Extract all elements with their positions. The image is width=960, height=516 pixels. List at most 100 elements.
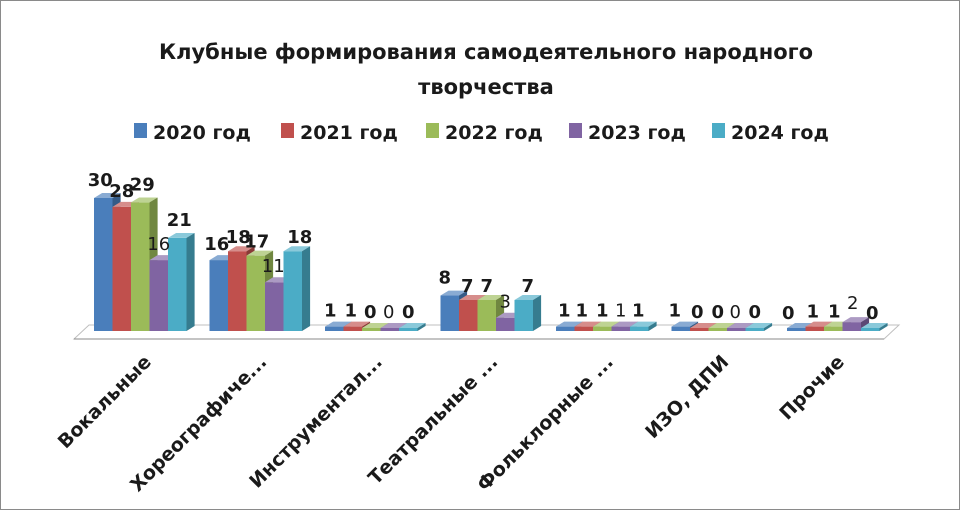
bar-front <box>362 328 381 331</box>
bar-top <box>727 323 754 328</box>
bar-front <box>727 328 746 331</box>
bar-top <box>556 321 583 327</box>
bar-top <box>440 290 468 296</box>
bar-front <box>787 328 806 331</box>
data-label: 0 <box>730 302 741 323</box>
data-label: 0 <box>711 302 724 323</box>
bar-front <box>805 326 824 331</box>
bars <box>94 193 888 331</box>
bar-top <box>228 246 255 252</box>
category-label: Театральные ... <box>364 351 502 489</box>
bar <box>514 295 542 331</box>
data-label: 7 <box>461 276 474 297</box>
bar-side <box>302 246 311 331</box>
bar-top <box>514 295 542 300</box>
chart-title-line1: Клубные формирования самодеятельного нар… <box>159 40 813 64</box>
bar-side <box>417 323 426 331</box>
legend-label: 2020 год <box>153 122 251 144</box>
category-label: Вокальные <box>54 351 156 453</box>
bar-top <box>362 323 389 328</box>
bar-top <box>168 232 195 238</box>
legend-label: 2022 год <box>445 122 543 144</box>
data-label: 0 <box>748 302 761 323</box>
data-label: 1 <box>632 301 645 322</box>
data-label: 21 <box>167 210 192 231</box>
bar-front <box>574 326 593 331</box>
bar-top <box>399 323 426 328</box>
data-label: 17 <box>244 232 269 253</box>
legend-swatch <box>712 123 725 138</box>
data-label: 1 <box>344 301 357 322</box>
bar-front <box>671 326 690 331</box>
legend-swatch <box>281 123 294 138</box>
bar-top <box>861 323 888 328</box>
bar-top <box>380 323 408 328</box>
bar-front <box>556 326 575 331</box>
bar-top <box>708 323 736 328</box>
data-label: 1 <box>575 301 588 322</box>
bar-top <box>842 317 870 323</box>
legend-swatch <box>426 123 439 138</box>
bar-top <box>283 246 311 252</box>
bar-top <box>574 321 602 327</box>
data-label: 1 <box>806 302 819 323</box>
data-label: 3 <box>500 292 511 313</box>
bar-front <box>459 299 478 331</box>
bar-front <box>228 251 247 331</box>
category-label: ИЗО, ДПИ <box>641 351 733 443</box>
data-label: 18 <box>226 227 251 248</box>
data-label: 1 <box>828 302 841 323</box>
data-label: 0 <box>364 302 377 323</box>
legend-label: 2021 год <box>300 122 398 144</box>
bar-top <box>325 321 352 327</box>
data-label: 0 <box>402 302 415 323</box>
bar-front <box>861 328 880 331</box>
data-label: 1 <box>558 301 571 322</box>
bar-front <box>611 326 630 331</box>
bar-top <box>477 295 505 300</box>
bar-top <box>593 321 620 327</box>
bar-side <box>186 232 195 331</box>
data-label: 1 <box>668 301 681 322</box>
legend-label: 2024 год <box>731 122 829 144</box>
data-label: 1 <box>615 301 626 322</box>
bar-top <box>131 197 158 203</box>
data-label: 11 <box>262 256 285 277</box>
data-label: 0 <box>691 302 704 323</box>
data-label: 18 <box>287 227 312 248</box>
bar-front <box>343 326 362 331</box>
bar <box>630 321 657 331</box>
bar-front <box>112 206 131 331</box>
bar-front <box>824 326 843 331</box>
bar-front <box>399 328 418 331</box>
bar <box>861 323 888 331</box>
legend-swatch <box>569 123 582 138</box>
bar-top <box>671 321 699 327</box>
bar-front <box>246 255 265 331</box>
bar-front <box>514 299 533 331</box>
bar-side <box>764 323 773 331</box>
bar <box>745 323 773 331</box>
bar-front <box>325 326 344 331</box>
data-label: 8 <box>438 268 451 289</box>
legend: 2020 год 2021 год 2022 год 2023 год 2024 год <box>134 122 829 144</box>
data-label: 16 <box>204 234 229 255</box>
bar-front <box>496 317 515 331</box>
bar-side <box>533 295 542 331</box>
bar-front <box>209 260 228 331</box>
bar <box>399 323 426 331</box>
data-label: 1 <box>324 301 337 322</box>
bar-front <box>745 328 764 331</box>
bar-front <box>131 202 150 331</box>
data-label: 30 <box>88 170 113 191</box>
bar-top <box>630 321 657 327</box>
data-label: 0 <box>782 303 795 324</box>
legend-label: 2023 год <box>588 122 686 144</box>
bar-side <box>879 323 888 331</box>
data-label: 0 <box>383 302 394 323</box>
bar-top <box>611 321 639 327</box>
data-label: 2 <box>847 293 858 314</box>
